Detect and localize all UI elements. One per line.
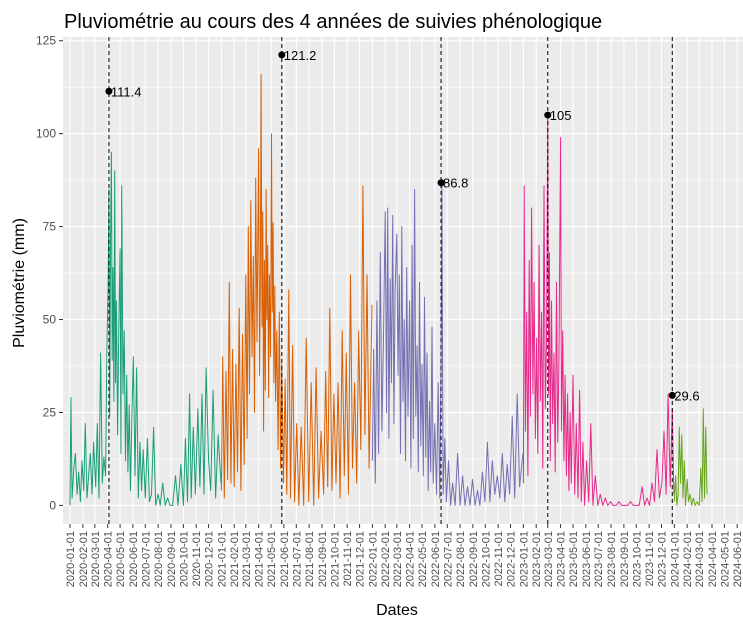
annotation-label: 86.8 [443,176,468,191]
chart-title: Pluviométrie au cours des 4 années de su… [64,11,602,33]
x-tick-label: 2020-07-01 [140,531,152,587]
x-tick-label: 2024-04-01 [707,531,719,587]
y-tick-label: 100 [36,127,56,141]
annotation-point [544,111,552,119]
x-tick-label: 2023-08-01 [606,531,618,587]
x-tick-label: 2023-11-01 [644,531,656,586]
x-tick-label: 2021-03-01 [241,531,253,587]
x-tick-label: 2021-09-01 [317,531,329,587]
x-tick-label: 2022-11-01 [493,531,505,586]
x-tick-label: 2021-07-01 [291,531,303,587]
x-tick-label: 2023-03-01 [543,531,555,587]
x-tick-label: 2023-01-01 [518,531,530,587]
x-tick-label: 2023-07-01 [593,531,605,587]
plot-panel [63,37,743,524]
x-tick-label: 2020-01-01 [65,531,77,587]
rainfall-series-1 [69,151,222,506]
x-tick-label: 2023-05-01 [568,531,580,587]
x-axis-title: Dates [376,602,418,619]
y-tick-label: 25 [43,405,57,419]
x-tick-label: 2023-02-01 [531,531,543,587]
x-tick-label: 2022-04-01 [405,531,417,587]
x-tick-label: 2021-10-01 [329,531,341,587]
annotation-point [105,87,113,95]
y-tick-label: 125 [36,34,56,48]
x-tick-label: 2022-01-01 [367,531,379,587]
rainfall-series-2 [220,73,373,506]
x-tick-label: 2020-05-01 [115,531,127,587]
x-tick-label: 2020-09-01 [166,531,178,587]
x-tick-label: 2021-06-01 [279,531,291,587]
rainfall-series-3 [371,185,524,506]
x-tick-label: 2020-08-01 [153,531,165,587]
series-layer [69,73,708,506]
x-tick-label: 2024-06-01 [732,531,743,587]
x-tick-label: 2024-05-01 [719,531,731,587]
x-tick-label: 2020-10-01 [178,531,190,587]
x-tick-label: 2023-04-01 [556,531,568,587]
x-tick-label: 2020-03-01 [90,531,102,587]
x-tick-label: 2024-03-01 [694,531,706,587]
x-tick-label: 2023-10-01 [631,531,643,587]
x-tick-label: 2021-12-01 [355,531,367,587]
annotation-point [278,51,286,59]
annotation-layer: 111.4 121.2 86.8 105 29.6 [105,48,700,403]
x-tick-label: 2022-12-01 [506,531,518,587]
x-tick-label: 2021-02-01 [229,531,241,587]
x-tick-label: 2020-11-01 [191,531,203,586]
x-tick-label: 2021-05-01 [266,531,278,587]
y-tick-label: 50 [43,313,57,327]
x-tick-label: 2022-05-01 [417,531,429,587]
x-tick-label: 2022-06-01 [430,531,442,587]
x-tick-label: 2022-07-01 [442,531,454,587]
y-axis-title: Pluviométrie (mm) [11,218,28,348]
x-axis: 2020-01-01 2020-02-01 2020-03-01 2020-04-01… [65,524,743,587]
annotation-point [437,179,445,187]
x-tick-label: 2022-03-01 [392,531,404,587]
rainfall-series-5 [673,408,708,506]
x-tick-label: 2023-12-01 [657,531,669,587]
x-tick-label: 2024-01-01 [669,531,681,587]
y-tick-label: 0 [49,498,56,512]
x-tick-label: 2022-09-01 [468,531,480,587]
x-tick-label: 2021-01-01 [216,531,228,587]
annotation-label: 121.2 [284,48,317,63]
x-tick-label: 2024-02-01 [682,531,694,587]
x-tick-label: 2022-10-01 [480,531,492,587]
annotation-label: 29.6 [674,388,699,403]
y-axis: 0 25 50 75 100 125 [36,34,63,512]
rainfall-series-4 [522,114,675,506]
x-tick-label: 2021-04-01 [254,531,266,587]
annotation-label: 105 [550,108,572,123]
annotation-point [668,391,676,399]
x-tick-label: 2020-04-01 [103,531,115,587]
x-tick-label: 2022-02-01 [380,531,392,587]
x-tick-label: 2020-02-01 [78,531,90,587]
x-tick-label: 2023-06-01 [581,531,593,587]
y-tick-label: 75 [43,220,57,234]
x-tick-label: 2021-11-01 [342,531,354,586]
x-tick-label: 2020-12-01 [204,531,216,587]
x-tick-label: 2021-08-01 [304,531,316,587]
x-tick-label: 2022-08-01 [455,531,467,587]
x-tick-label: 2023-09-01 [619,531,631,587]
x-tick-label: 2020-06-01 [128,531,140,587]
annotation-label: 111.4 [111,84,142,99]
